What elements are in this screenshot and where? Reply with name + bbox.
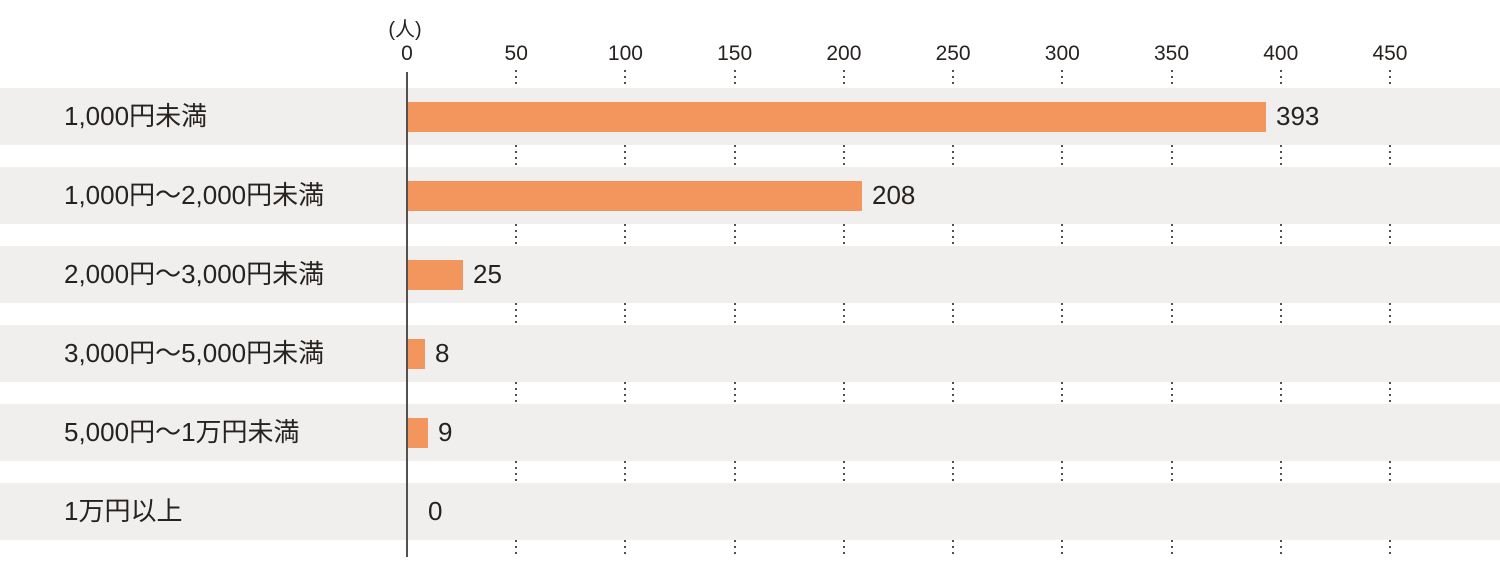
value-label: 9 <box>438 417 453 447</box>
x-axis-tick-label: 300 <box>1044 42 1080 65</box>
dotted-gridline-segment <box>1279 540 1282 557</box>
x-axis-tick-label: 50 <box>504 42 528 65</box>
dotted-gridline-segment <box>1388 461 1391 483</box>
dotted-gridline-segment <box>842 382 845 404</box>
dotted-gridline-segment <box>1388 303 1391 325</box>
dotted-gridline-segment <box>515 224 518 246</box>
dotted-gridline-segment <box>1170 145 1173 167</box>
dotted-gridline-segment <box>733 145 736 167</box>
dotted-gridline-segment <box>624 382 627 404</box>
x-axis-unit-label: (人) <box>388 19 422 41</box>
row-band <box>0 483 1500 540</box>
bar <box>408 181 862 211</box>
value-label: 393 <box>1276 101 1320 131</box>
x-axis-tick-label: 150 <box>717 42 753 65</box>
value-label: 0 <box>428 496 443 526</box>
dotted-gridline-segment <box>515 303 518 325</box>
dotted-gridline-segment <box>1170 540 1173 557</box>
dotted-gridline-segment <box>842 224 845 246</box>
dotted-gridline-segment <box>952 540 955 557</box>
dotted-gridline-segment <box>733 461 736 483</box>
dotted-gridline-segment <box>1388 540 1391 557</box>
dotted-gridline-segment <box>515 70 518 88</box>
category-label: 1,000円未満 <box>64 101 208 131</box>
dotted-gridline-segment <box>515 145 518 167</box>
dotted-gridline-segment <box>1388 145 1391 167</box>
bar <box>408 339 425 369</box>
dotted-gridline-segment <box>842 145 845 167</box>
dotted-gridline-segment <box>842 303 845 325</box>
dotted-gridline-segment <box>733 70 736 88</box>
dotted-gridline-segment <box>1170 303 1173 325</box>
dotted-gridline-segment <box>1170 224 1173 246</box>
dotted-gridline-segment <box>952 303 955 325</box>
dotted-gridline-segment <box>624 303 627 325</box>
category-label: 3,000円〜5,000円未満 <box>64 338 325 368</box>
x-axis-tick-label: 0 <box>401 42 413 65</box>
dotted-gridline-segment <box>1061 70 1064 88</box>
category-label: 1万円以上 <box>64 496 183 526</box>
dotted-gridline-segment <box>1061 382 1064 404</box>
dotted-gridline-segment <box>624 461 627 483</box>
category-label: 5,000円〜1万円未満 <box>64 417 300 447</box>
dotted-gridline-segment <box>1170 70 1173 88</box>
bar <box>408 102 1266 132</box>
dotted-gridline-segment <box>952 145 955 167</box>
row-band <box>0 404 1500 461</box>
dotted-gridline-segment <box>1388 70 1391 88</box>
dotted-gridline-segment <box>1279 224 1282 246</box>
dotted-gridline-segment <box>1279 145 1282 167</box>
dotted-gridline-segment <box>1170 382 1173 404</box>
dotted-gridline-segment <box>1061 145 1064 167</box>
dotted-gridline-segment <box>624 70 627 88</box>
dotted-gridline-segment <box>842 540 845 557</box>
x-axis-tick-label: 450 <box>1372 42 1408 65</box>
value-label: 8 <box>435 338 450 368</box>
dotted-gridline-segment <box>515 540 518 557</box>
dotted-gridline-segment <box>1388 382 1391 404</box>
x-axis-tick-label: 250 <box>935 42 971 65</box>
row-band <box>0 325 1500 382</box>
dotted-gridline-segment <box>1061 461 1064 483</box>
dotted-gridline-segment <box>1170 461 1173 483</box>
y-axis-line <box>406 72 408 557</box>
dotted-gridline-segment <box>733 382 736 404</box>
x-axis-tick-label: 350 <box>1154 42 1190 65</box>
dotted-gridline-segment <box>842 461 845 483</box>
dotted-gridline-segment <box>515 461 518 483</box>
value-label: 208 <box>872 180 916 210</box>
bar <box>408 418 428 448</box>
dotted-gridline-segment <box>842 70 845 88</box>
dotted-gridline-segment <box>1279 382 1282 404</box>
value-label: 25 <box>473 259 502 289</box>
row-band <box>0 246 1500 303</box>
dotted-gridline-segment <box>624 540 627 557</box>
dotted-gridline-segment <box>1279 303 1282 325</box>
dotted-gridline-segment <box>1061 303 1064 325</box>
category-label: 2,000円〜3,000円未満 <box>64 259 325 289</box>
x-axis-tick-label: 400 <box>1263 42 1299 65</box>
category-label: 1,000円〜2,000円未満 <box>64 180 325 210</box>
dotted-gridline-segment <box>1061 224 1064 246</box>
dotted-gridline-segment <box>1061 540 1064 557</box>
dotted-gridline-segment <box>952 224 955 246</box>
dotted-gridline-segment <box>952 382 955 404</box>
dotted-gridline-segment <box>1279 70 1282 88</box>
dotted-gridline-segment <box>733 303 736 325</box>
dotted-gridline-segment <box>952 70 955 88</box>
dotted-gridline-segment <box>624 224 627 246</box>
dotted-gridline-segment <box>624 145 627 167</box>
dotted-gridline-segment <box>515 382 518 404</box>
bar <box>408 260 463 290</box>
dotted-gridline-segment <box>952 461 955 483</box>
x-axis-tick-label: 200 <box>826 42 862 65</box>
dotted-gridline-segment <box>733 540 736 557</box>
dotted-gridline-segment <box>1388 224 1391 246</box>
x-axis-tick-label: 100 <box>607 42 643 65</box>
dotted-gridline-segment <box>1279 461 1282 483</box>
dotted-gridline-segment <box>733 224 736 246</box>
